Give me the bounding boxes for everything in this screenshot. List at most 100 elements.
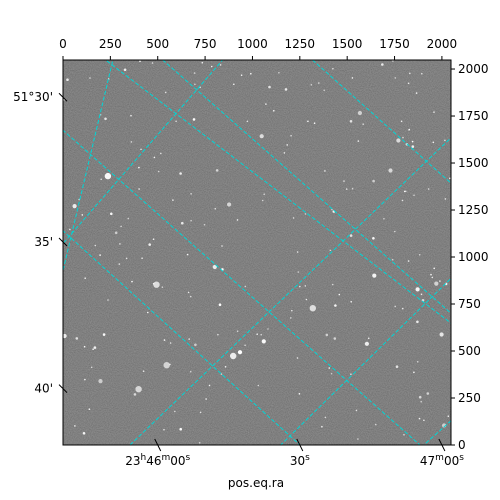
star xyxy=(250,72,252,75)
x-axis-label: pos.eq.ra xyxy=(228,476,284,490)
star xyxy=(88,408,91,411)
star xyxy=(323,89,326,92)
star xyxy=(305,298,308,301)
ra-value: 47 xyxy=(420,454,435,468)
star xyxy=(324,416,327,419)
star xyxy=(217,333,219,336)
star xyxy=(190,219,192,222)
grid-line xyxy=(162,60,451,314)
star xyxy=(227,202,232,207)
star xyxy=(102,333,106,336)
star xyxy=(431,276,434,279)
star xyxy=(381,63,384,66)
star xyxy=(163,362,170,369)
star xyxy=(321,425,323,428)
star xyxy=(400,120,403,123)
star xyxy=(409,72,411,75)
dec-tick xyxy=(58,92,68,102)
ra-value: 30 xyxy=(290,454,305,468)
star xyxy=(104,117,107,121)
star xyxy=(313,122,316,124)
star xyxy=(444,139,446,142)
star xyxy=(395,365,399,369)
ra-axis: 23h46m00s 30s 47m00s xyxy=(125,438,464,468)
star xyxy=(186,253,189,256)
star xyxy=(343,180,345,182)
star xyxy=(408,128,411,131)
star xyxy=(334,304,337,307)
star xyxy=(265,103,267,105)
star xyxy=(357,140,360,142)
right-tick-label: 1250 xyxy=(458,203,489,217)
star xyxy=(187,291,190,294)
star xyxy=(224,366,227,368)
star xyxy=(63,99,65,101)
star xyxy=(215,169,219,172)
star xyxy=(138,188,140,190)
star xyxy=(430,273,432,276)
ra-value: 46 xyxy=(146,454,161,468)
star xyxy=(214,207,217,210)
ra-tick-label: 30s xyxy=(290,453,310,468)
star xyxy=(324,170,326,172)
star xyxy=(110,212,113,216)
star xyxy=(418,254,421,256)
star xyxy=(401,307,404,310)
star xyxy=(175,120,177,123)
star xyxy=(127,217,130,220)
star xyxy=(130,114,132,117)
star xyxy=(201,61,204,64)
star xyxy=(174,410,176,413)
star xyxy=(69,228,71,231)
grid-line xyxy=(63,60,114,273)
star xyxy=(190,193,192,195)
star xyxy=(199,411,202,414)
star xyxy=(163,339,166,341)
star xyxy=(139,60,141,63)
star xyxy=(427,188,430,190)
star xyxy=(194,343,197,347)
star xyxy=(169,363,171,366)
star xyxy=(416,361,419,363)
star xyxy=(192,118,196,121)
star xyxy=(273,110,275,112)
dec-tick xyxy=(58,384,68,393)
star xyxy=(307,120,309,123)
star xyxy=(328,367,331,369)
ra-tick xyxy=(154,438,162,452)
star xyxy=(355,409,358,412)
ra-tick xyxy=(438,438,446,452)
star xyxy=(362,123,365,125)
star xyxy=(403,190,406,193)
star xyxy=(432,141,435,144)
star xyxy=(449,177,451,180)
star xyxy=(263,193,266,195)
grid-line xyxy=(63,230,301,445)
dec-tick-label: 51°30' xyxy=(13,90,53,104)
grid-line xyxy=(63,60,224,245)
star xyxy=(367,337,370,340)
star xyxy=(208,384,211,387)
star xyxy=(331,208,333,211)
star xyxy=(415,287,420,292)
top-tick-label: 1750 xyxy=(379,37,410,51)
star xyxy=(396,138,401,143)
star xyxy=(291,309,293,312)
star xyxy=(153,156,156,159)
star xyxy=(140,148,142,151)
star xyxy=(296,357,299,359)
star xyxy=(290,317,292,319)
star xyxy=(433,111,435,113)
star xyxy=(411,140,414,143)
star xyxy=(98,379,103,384)
star xyxy=(89,77,91,79)
star xyxy=(299,285,301,288)
star xyxy=(267,328,269,330)
ra-unit: h xyxy=(140,453,146,463)
right-tick-label: 0 xyxy=(458,438,466,452)
star xyxy=(401,199,404,202)
star xyxy=(292,217,295,219)
grid-line xyxy=(104,60,451,324)
star xyxy=(325,333,329,337)
dec-tick-label: 40' xyxy=(34,382,53,396)
